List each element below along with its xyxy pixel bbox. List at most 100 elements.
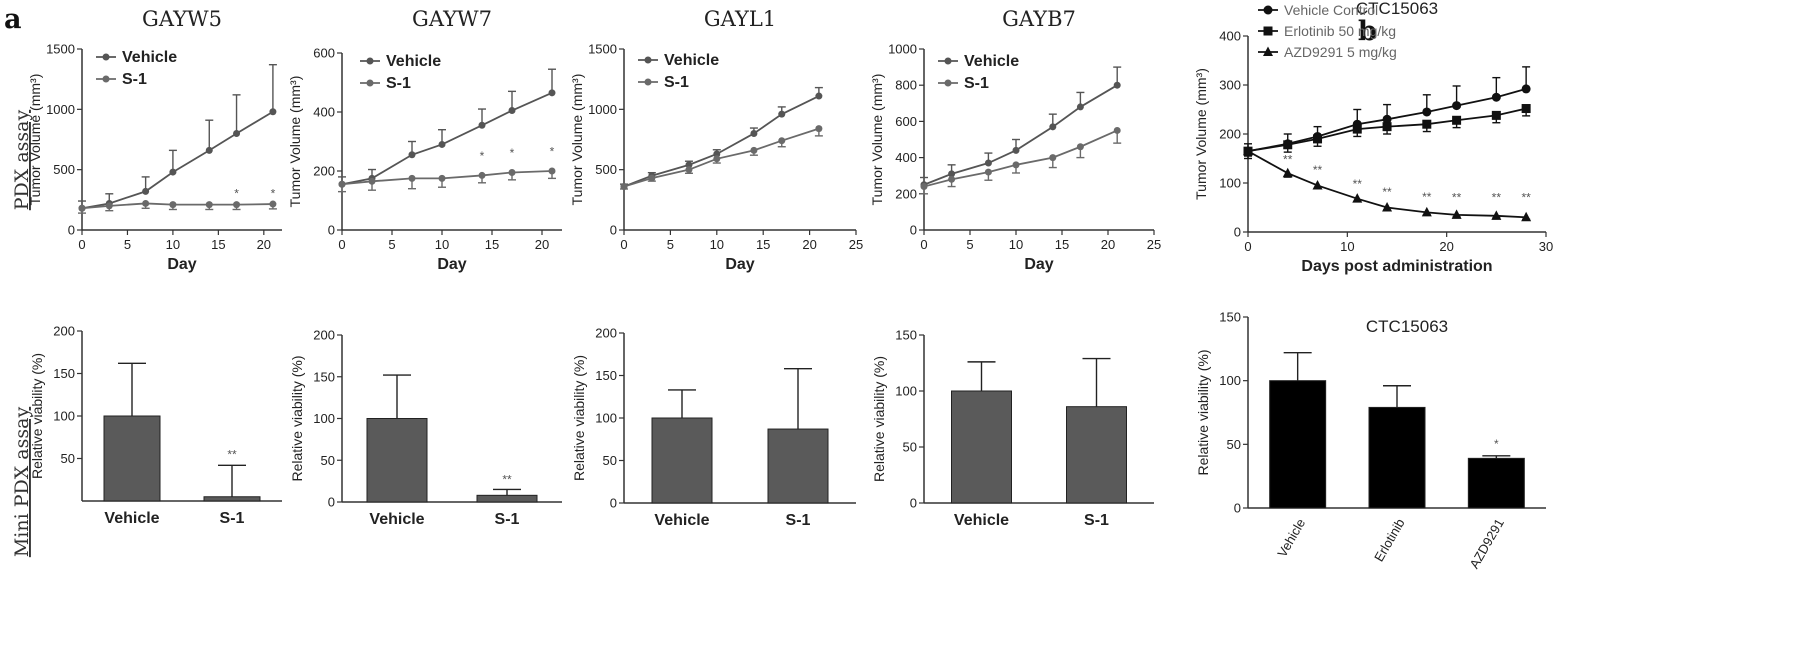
chart0-series-1-point [142, 199, 150, 207]
chart4-y-tick-label: 0 [1234, 225, 1241, 240]
bar4-category-label: AZD9291 [1466, 516, 1506, 571]
bar2-y-label: Relative viability (%) [571, 355, 587, 481]
bar3-y-tick-label: 100 [895, 384, 917, 399]
chart4-series-1-point [1352, 124, 1362, 134]
chart1-series-0-point [548, 89, 556, 97]
chart2-x-tick-label: 25 [849, 237, 863, 252]
chart1-annotation: * [510, 146, 515, 160]
chart1-series-1-point [368, 177, 376, 185]
row-label-pdx: PDX assay [11, 110, 33, 211]
chart2-legend-marker [644, 78, 652, 86]
chart2-series-1-point [778, 137, 786, 145]
chart1-series-1-point [508, 168, 516, 176]
chart4-y-label: Tumor Volume (mm³) [1193, 68, 1209, 200]
chart0-series-0-point [169, 168, 177, 176]
chart2-legend-label: S-1 [664, 74, 689, 91]
chart4-x-tick-label: 30 [1539, 239, 1553, 254]
bar0-y-tick-label: 200 [53, 324, 75, 339]
bar1-y-tick-label: 150 [313, 369, 335, 384]
chart2-y-tick-label: 1500 [588, 42, 617, 57]
chart4-series-1-point [1283, 140, 1293, 150]
bar0-annotation: ** [227, 448, 237, 462]
chart4-x-tick-label: 0 [1244, 239, 1251, 254]
bar0-y-tick-label: 150 [53, 366, 75, 381]
chart4-series-2-point [1521, 211, 1532, 222]
bar2-y-tick-label: 0 [610, 496, 617, 511]
chart3-legend-label: S-1 [964, 75, 989, 92]
chart4-series-2-point [1382, 202, 1393, 212]
chart4-annotation: ** [1422, 190, 1432, 204]
chart0-legend-label: S-1 [122, 71, 147, 88]
bar0-y-label: Relative viability (%) [29, 353, 45, 479]
chart1-series-1-point [438, 174, 446, 182]
chart0-series-1-point [105, 202, 113, 210]
chart0-series-0-point [233, 129, 241, 137]
panel-label-b: b [1358, 16, 1377, 47]
chart0-y-tick-label: 1000 [46, 102, 75, 117]
bar4-bar [1467, 457, 1525, 509]
chart4-x-label: Days post administration [1301, 258, 1492, 275]
chart0-series-1-point [78, 204, 86, 212]
bar2-bar [651, 417, 713, 504]
chart0-y-tick-label: 0 [68, 223, 75, 238]
chart4-series-1-point [1422, 119, 1432, 129]
chart1-series-1-point [548, 167, 556, 175]
bar1-y-tick-label: 50 [321, 453, 335, 468]
chart2-series-0-point [778, 110, 786, 118]
bar4-y-tick-label: 100 [1219, 373, 1241, 388]
bar1-y-tick-label: 200 [313, 328, 335, 343]
chart0-x-label: Day [167, 256, 196, 273]
chart0-legend-marker [102, 75, 110, 83]
chart1-annotation: * [480, 149, 485, 163]
chart3-legend-label: Vehicle [964, 53, 1019, 70]
chart2-x-label: Day [725, 256, 754, 273]
chart1-series-1-point [338, 180, 346, 188]
bar1-y-tick-label: 100 [313, 411, 335, 426]
bar4-y-tick-label: 150 [1219, 310, 1241, 325]
chart3-x-tick-label: 0 [920, 237, 927, 252]
bar3-category-label: Vehicle [954, 512, 1009, 529]
chart2-series-1-point [713, 155, 721, 163]
bar2-y-tick-label: 50 [603, 453, 617, 468]
chart2-y-tick-label: 1000 [588, 102, 617, 117]
chart0-y-tick-label: 1500 [46, 42, 75, 57]
chart2-x-tick-label: 10 [710, 237, 724, 252]
chart4-series-1-point [1452, 115, 1462, 125]
chart4-series-2-point [1451, 209, 1462, 219]
chart4-series-2-point [1243, 145, 1253, 156]
chart4-x-tick-label: 10 [1340, 239, 1354, 254]
chart2-series-0-point [713, 150, 721, 158]
chart2-legend-label: Vehicle [664, 52, 719, 69]
chart3-series-0-point [1113, 81, 1121, 89]
chart4-legend-label: AZD9291 5 mg/kg [1284, 44, 1397, 60]
chart1-series-0-point [408, 151, 416, 159]
chart4-series-1-point [1313, 134, 1323, 144]
chart4-series-1-point [1382, 122, 1392, 132]
chart1-title: GAYW7 [412, 7, 492, 31]
chart3-x-tick-label: 20 [1101, 237, 1115, 252]
bar4-title: CTC15063 [1366, 317, 1448, 336]
chart4-annotation: ** [1353, 177, 1363, 191]
bar3-bar [1066, 406, 1127, 504]
chart1-x-tick-label: 5 [388, 237, 395, 252]
bar3-y-tick-label: 50 [903, 440, 917, 455]
chart4-y-tick-label: 400 [1219, 29, 1241, 44]
chart2-x-tick-label: 0 [620, 237, 627, 252]
chart0-x-tick-label: 20 [257, 237, 271, 252]
chart3-series-0-point [948, 170, 956, 178]
bar0-y-tick-label: 50 [61, 451, 75, 466]
chart1-legend-label: S-1 [386, 75, 411, 92]
chart0-series-1-point [233, 201, 241, 209]
chart0-series-1-point [205, 201, 213, 209]
chart4-legend-marker [1263, 26, 1273, 36]
chart1-y-tick-label: 200 [313, 164, 335, 179]
chart3-y-tick-label: 400 [895, 150, 917, 165]
chart4-legend-label: Vehicle Control [1284, 2, 1378, 18]
chart2-series-1-point [620, 183, 628, 191]
bar3-bar [951, 390, 1012, 504]
chart1-series-1-point [478, 171, 486, 179]
chart0-x-tick-label: 15 [211, 237, 225, 252]
chart2-x-tick-label: 15 [756, 237, 770, 252]
chart2-series-0-point [815, 92, 823, 100]
